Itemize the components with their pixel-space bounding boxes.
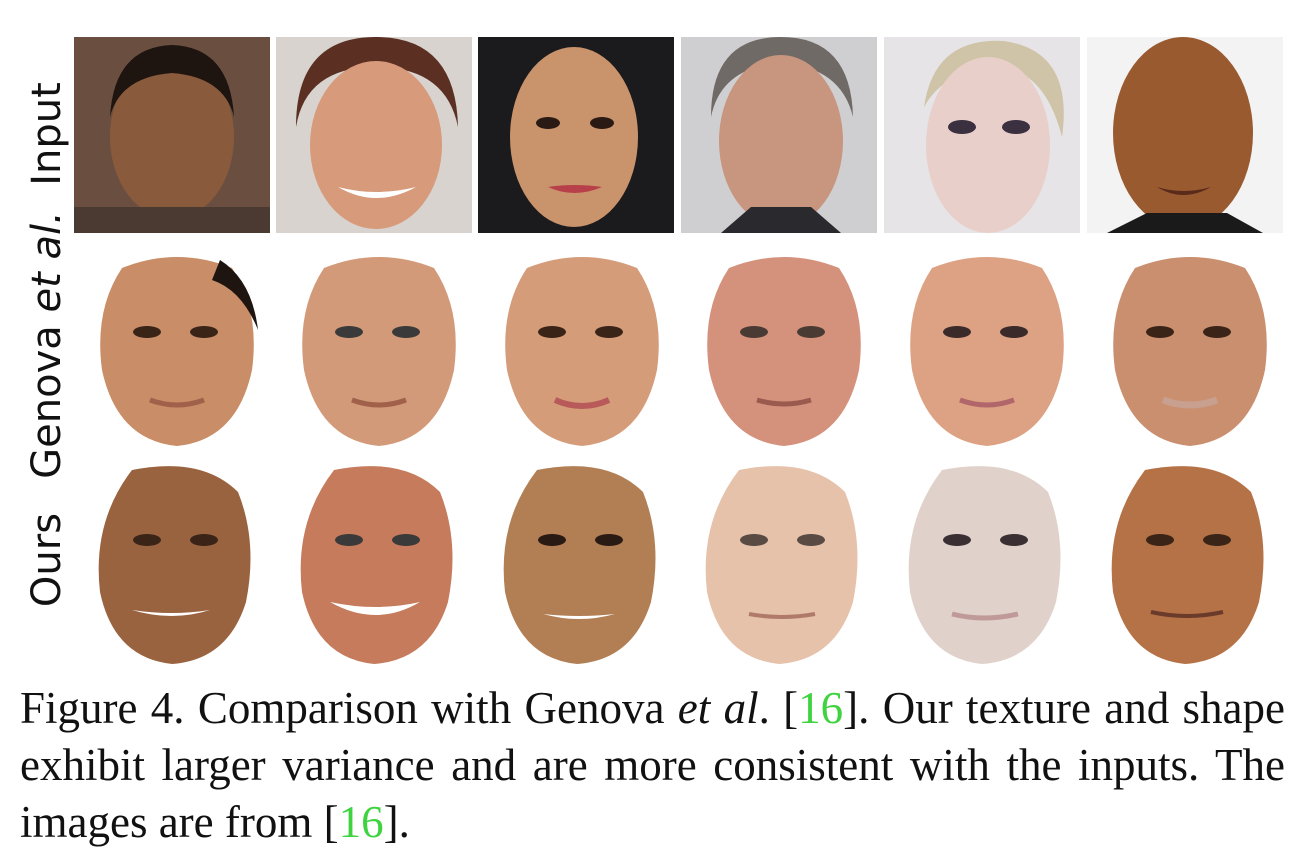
genova-face-6 <box>1113 257 1267 446</box>
ours-face-3 <box>503 466 656 664</box>
row-label-input: Input <box>24 82 70 186</box>
input-photo-6 <box>1087 37 1283 233</box>
input-photo-3 <box>478 37 674 233</box>
input-photo-4 <box>681 37 877 233</box>
genova-face-3 <box>505 257 659 446</box>
genova-face-2 <box>302 257 456 446</box>
ours-face-2 <box>300 466 453 664</box>
ours-face-6 <box>1111 466 1264 664</box>
ours-face-1 <box>98 466 251 664</box>
input-photo-2 <box>276 37 472 233</box>
row-label-ours: Ours <box>24 512 70 608</box>
citation-link-16[interactable]: 16 <box>798 683 844 733</box>
ours-face-4 <box>705 466 858 664</box>
genova-face-1 <box>100 257 258 446</box>
ours-face-5 <box>908 466 1061 664</box>
citation-link-16-second[interactable]: 16 <box>338 797 384 847</box>
genova-face-5 <box>910 257 1064 446</box>
figure-caption: Figure 4. Comparison with Genova et al. … <box>20 683 1285 847</box>
figure-label: Figure 4. <box>20 683 185 733</box>
input-photo-1 <box>74 37 270 233</box>
genova-face-4 <box>707 257 861 446</box>
input-photo-5 <box>884 37 1080 233</box>
row-label-genova: Genova et al. <box>24 211 70 479</box>
